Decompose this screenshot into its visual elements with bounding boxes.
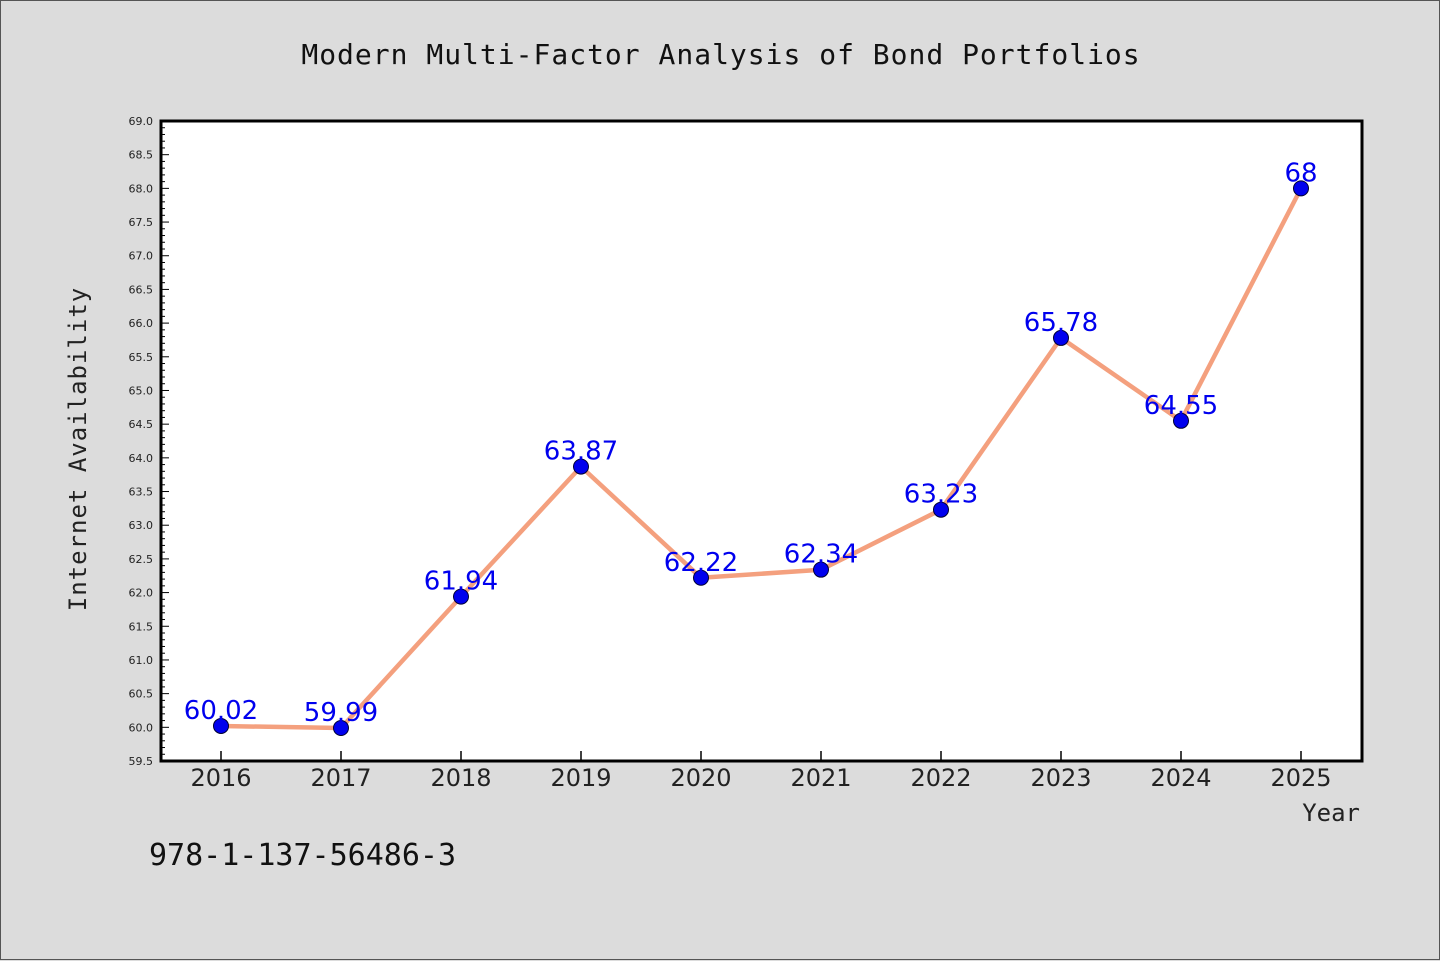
y-tick-label: 60.0: [129, 721, 154, 734]
x-tick-label: 2018: [430, 764, 491, 792]
chart-title: Modern Multi-Factor Analysis of Bond Por…: [301, 38, 1140, 71]
data-point: [1173, 412, 1189, 429]
y-tick-label: 64.0: [129, 452, 154, 465]
y-tick-label: 66.5: [129, 283, 154, 296]
plot-area: [161, 121, 1362, 761]
x-axis-label: Year: [1302, 799, 1360, 827]
data-point: [1293, 180, 1309, 197]
data-point: [933, 501, 949, 518]
y-tick-label: 63.5: [129, 486, 154, 499]
y-tick-label: 63.0: [129, 519, 154, 532]
data-label: 62.22: [664, 548, 738, 578]
data-point: [333, 719, 349, 736]
y-tick-label: 67.5: [129, 216, 154, 229]
y-tick-label: 59.5: [129, 755, 154, 768]
data-label: 68: [1284, 158, 1317, 188]
y-tick-label: 65.0: [129, 384, 154, 397]
data-point: [213, 717, 229, 734]
data-label: 62.34: [784, 540, 858, 570]
data-label: 63.87: [544, 437, 618, 467]
data-labels: 60.02 59.99 61.94 63.87 62.22 62.34 63.23 65.78…: [184, 158, 1318, 728]
y-tick-label: 65.5: [129, 351, 154, 364]
x-tick-label: 2019: [550, 764, 611, 792]
data-point: [453, 588, 469, 605]
data-point: [1053, 329, 1069, 346]
y-tick-label: 64.5: [129, 418, 154, 431]
y-tick-label: 68.5: [129, 149, 154, 162]
y-tick-label: 62.0: [129, 587, 154, 600]
data-label: 59.99: [304, 698, 378, 728]
y-tick-label: 60.5: [129, 688, 154, 701]
plot-frame: [159, 119, 1364, 763]
x-tick-label: 2020: [670, 764, 731, 792]
y-tick-label: 69.0: [129, 115, 154, 128]
y-tick-label: 68.0: [129, 182, 154, 195]
isbn-annotation: 978-1-137-56486-3: [149, 838, 456, 873]
data-label: 60.02: [184, 696, 258, 726]
y-tick-label: 61.0: [129, 654, 154, 667]
data-label: 65.78: [1024, 308, 1098, 338]
data-label: 64.55: [1144, 391, 1218, 421]
y-tick-label: 66.0: [129, 317, 154, 330]
x-axis: 2016 2017 2018 2019 2020 2021 2022 2023 2024 2025: [190, 751, 1332, 792]
x-tick-label: 2016: [190, 764, 251, 792]
y-axis-label: Internet Availability: [64, 287, 92, 611]
data-label: 61.94: [424, 567, 498, 597]
data-point: [693, 569, 709, 586]
y-tick-label: 67.0: [129, 250, 154, 263]
data-points: [213, 180, 1309, 736]
x-tick-label: 2025: [1270, 764, 1331, 792]
y-tick-label: 62.5: [129, 553, 154, 566]
x-tick-label: 2017: [310, 764, 371, 792]
y-tick-label: 61.5: [129, 620, 154, 633]
x-tick-label: 2022: [910, 764, 971, 792]
x-tick-label: 2024: [1150, 764, 1211, 792]
series-line: [220, 187, 1303, 731]
data-point: [813, 561, 829, 578]
x-tick-label: 2023: [1030, 764, 1091, 792]
x-tick-label: 2021: [790, 764, 851, 792]
data-point: [573, 458, 589, 475]
data-label: 63.23: [904, 480, 978, 510]
